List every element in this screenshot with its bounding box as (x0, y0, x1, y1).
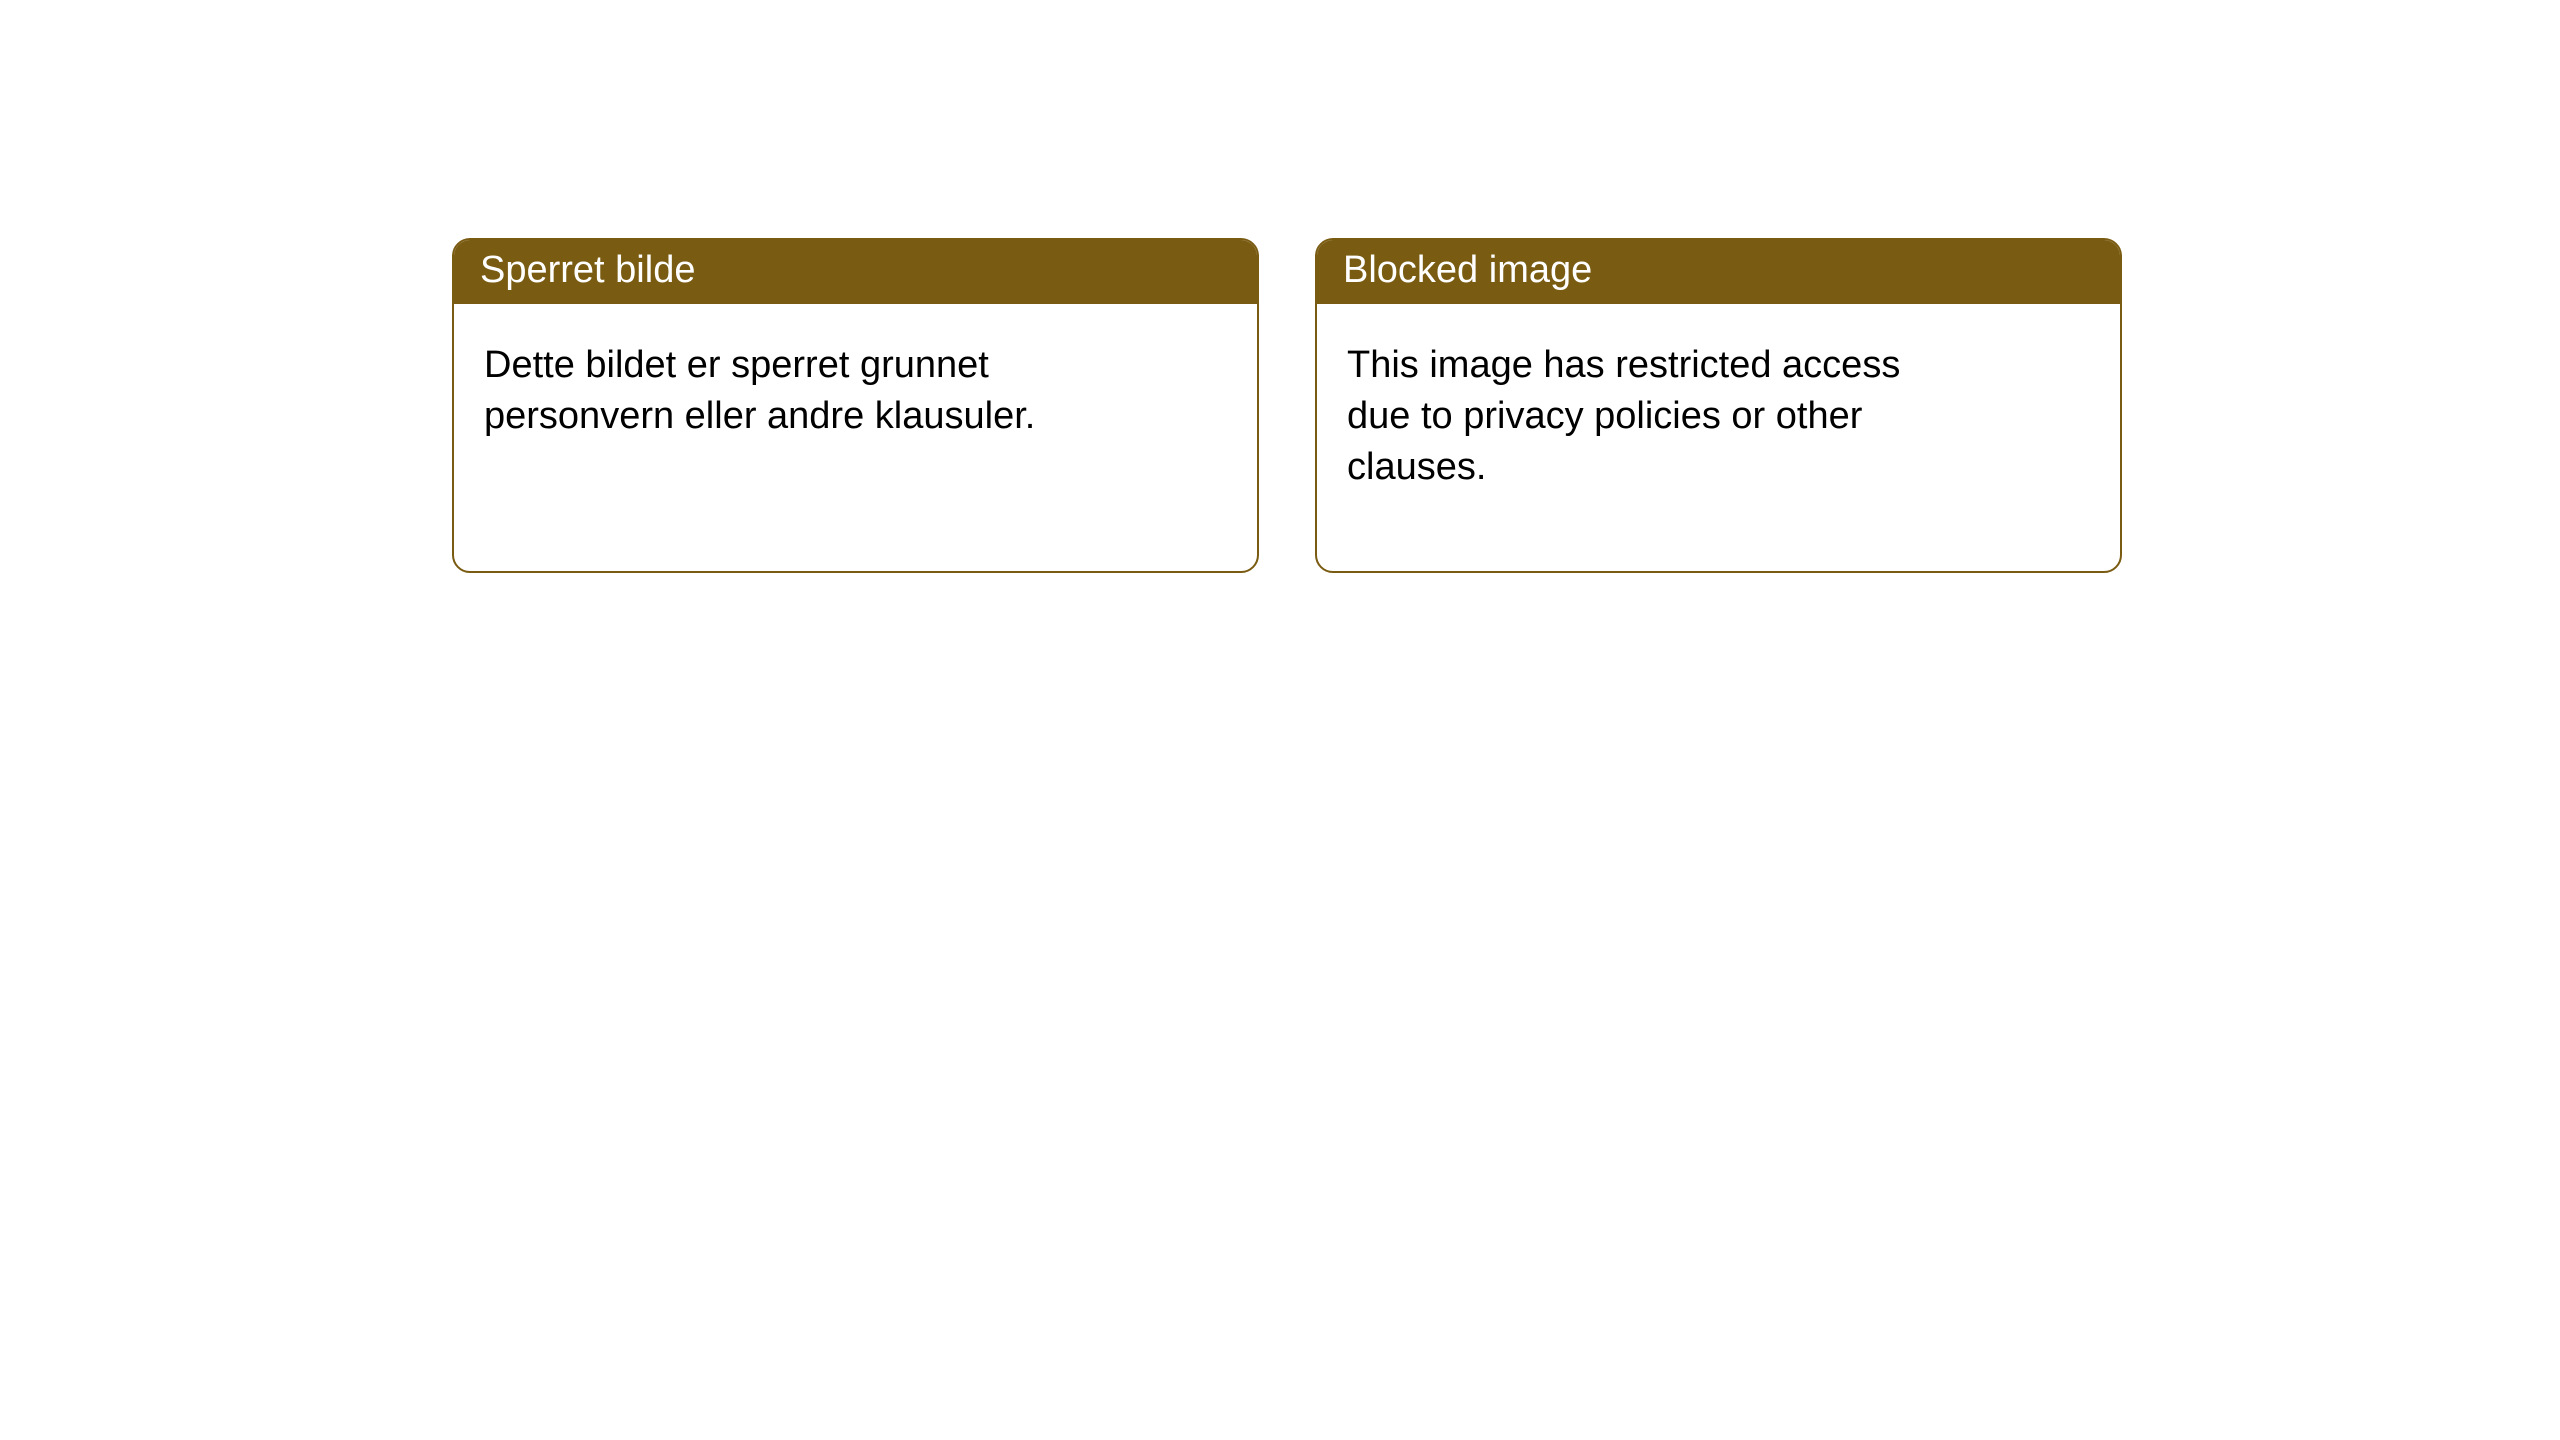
panel-body-norwegian: Dette bildet er sperret grunnet personve… (454, 304, 1124, 473)
blocked-image-panel-english: Blocked image This image has restricted … (1315, 238, 2122, 573)
panel-header-norwegian: Sperret bilde (454, 240, 1257, 304)
panel-header-english: Blocked image (1317, 240, 2120, 304)
panel-row: Sperret bilde Dette bildet er sperret gr… (0, 0, 2560, 573)
panel-body-english: This image has restricted access due to … (1317, 304, 1957, 524)
blocked-image-panel-norwegian: Sperret bilde Dette bildet er sperret gr… (452, 238, 1259, 573)
